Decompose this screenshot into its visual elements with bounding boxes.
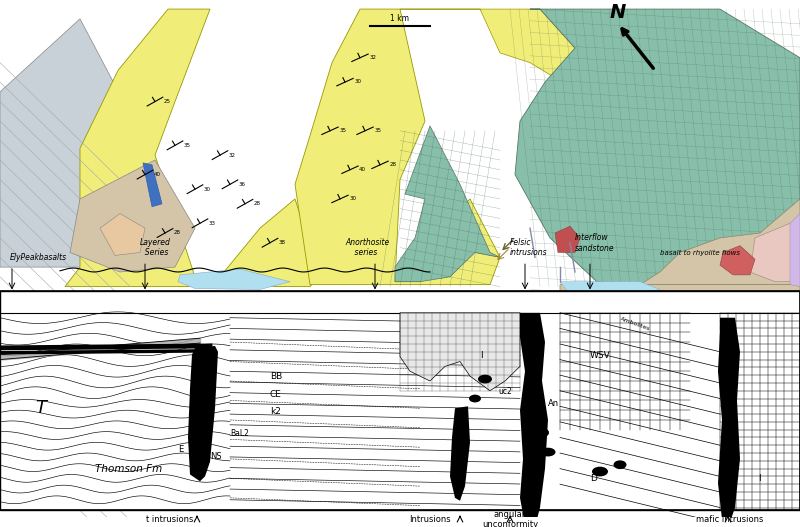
Text: N: N [610, 3, 626, 22]
Polygon shape [600, 199, 800, 285]
Polygon shape [560, 282, 660, 296]
Text: 40: 40 [154, 172, 161, 177]
Ellipse shape [541, 448, 555, 456]
Ellipse shape [469, 395, 481, 403]
Polygon shape [400, 9, 595, 102]
Polygon shape [70, 160, 195, 272]
Text: NS: NS [210, 452, 222, 461]
Polygon shape [178, 269, 290, 289]
Text: An: An [548, 399, 559, 408]
Text: 28: 28 [389, 162, 396, 167]
Text: I: I [480, 350, 482, 359]
Text: 28: 28 [254, 201, 261, 206]
Polygon shape [750, 223, 800, 282]
Polygon shape [400, 313, 520, 391]
Ellipse shape [531, 427, 549, 438]
Text: 38: 38 [278, 240, 286, 245]
Polygon shape [718, 318, 740, 522]
Polygon shape [560, 285, 800, 408]
Polygon shape [143, 163, 162, 207]
Text: I: I [462, 458, 465, 467]
Text: t intrusions: t intrusions [146, 515, 194, 524]
Polygon shape [0, 19, 175, 267]
Text: 35: 35 [339, 128, 346, 133]
Text: Ambolites: Ambolites [620, 316, 651, 331]
Polygon shape [610, 335, 745, 423]
Polygon shape [295, 9, 500, 285]
Ellipse shape [478, 375, 492, 384]
Text: 25: 25 [164, 99, 170, 104]
Text: 30: 30 [354, 79, 361, 84]
Text: mafic intrusions: mafic intrusions [696, 515, 764, 524]
Polygon shape [100, 213, 145, 256]
Text: Anorthosite
    series: Anorthosite series [345, 238, 390, 257]
Text: 35: 35 [374, 128, 381, 133]
Text: 32: 32 [229, 153, 236, 158]
Polygon shape [520, 313, 548, 527]
Polygon shape [65, 9, 320, 287]
Polygon shape [515, 9, 800, 285]
Text: 28: 28 [174, 230, 181, 236]
Text: WSV: WSV [590, 350, 610, 359]
Text: I: I [758, 474, 761, 483]
Text: BaL2: BaL2 [230, 428, 249, 437]
Polygon shape [585, 296, 790, 433]
Bar [0, 291, 800, 511]
Text: 1 km: 1 km [390, 14, 410, 23]
Text: CE: CE [270, 389, 282, 398]
Ellipse shape [614, 461, 626, 469]
Text: 33: 33 [209, 221, 216, 226]
Text: angular
unconformity: angular unconformity [482, 510, 538, 527]
Bar [0, 291, 800, 511]
Text: Interflow
sandstone: Interflow sandstone [575, 233, 614, 252]
Text: D: D [590, 474, 597, 483]
Polygon shape [188, 346, 218, 481]
Polygon shape [790, 213, 800, 287]
Text: Felsic
intrusions: Felsic intrusions [510, 238, 548, 257]
Text: 32: 32 [369, 55, 376, 60]
Text: pph: pph [195, 421, 210, 430]
Text: 30: 30 [204, 187, 210, 192]
Text: Thomson Fm: Thomson Fm [95, 464, 162, 474]
Text: k2: k2 [270, 407, 281, 416]
Text: ElyPeakbasalts: ElyPeakbasalts [10, 253, 67, 262]
Text: basalt to rhyolite flows: basalt to rhyolite flows [660, 250, 740, 257]
Polygon shape [450, 406, 470, 501]
Text: 36: 36 [238, 182, 246, 187]
Text: Layered
  Series: Layered Series [140, 238, 171, 257]
Text: uc2: uc2 [498, 387, 512, 396]
Ellipse shape [592, 467, 608, 476]
Text: 30: 30 [349, 196, 356, 201]
Text: BB: BB [270, 372, 282, 381]
Text: Intrusions: Intrusions [409, 515, 451, 524]
Polygon shape [555, 226, 580, 252]
Text: T: T [35, 399, 46, 417]
Text: 40: 40 [359, 167, 366, 171]
Polygon shape [720, 246, 755, 275]
Polygon shape [395, 126, 500, 282]
Text: E: E [178, 445, 183, 454]
Text: 35: 35 [184, 143, 190, 148]
